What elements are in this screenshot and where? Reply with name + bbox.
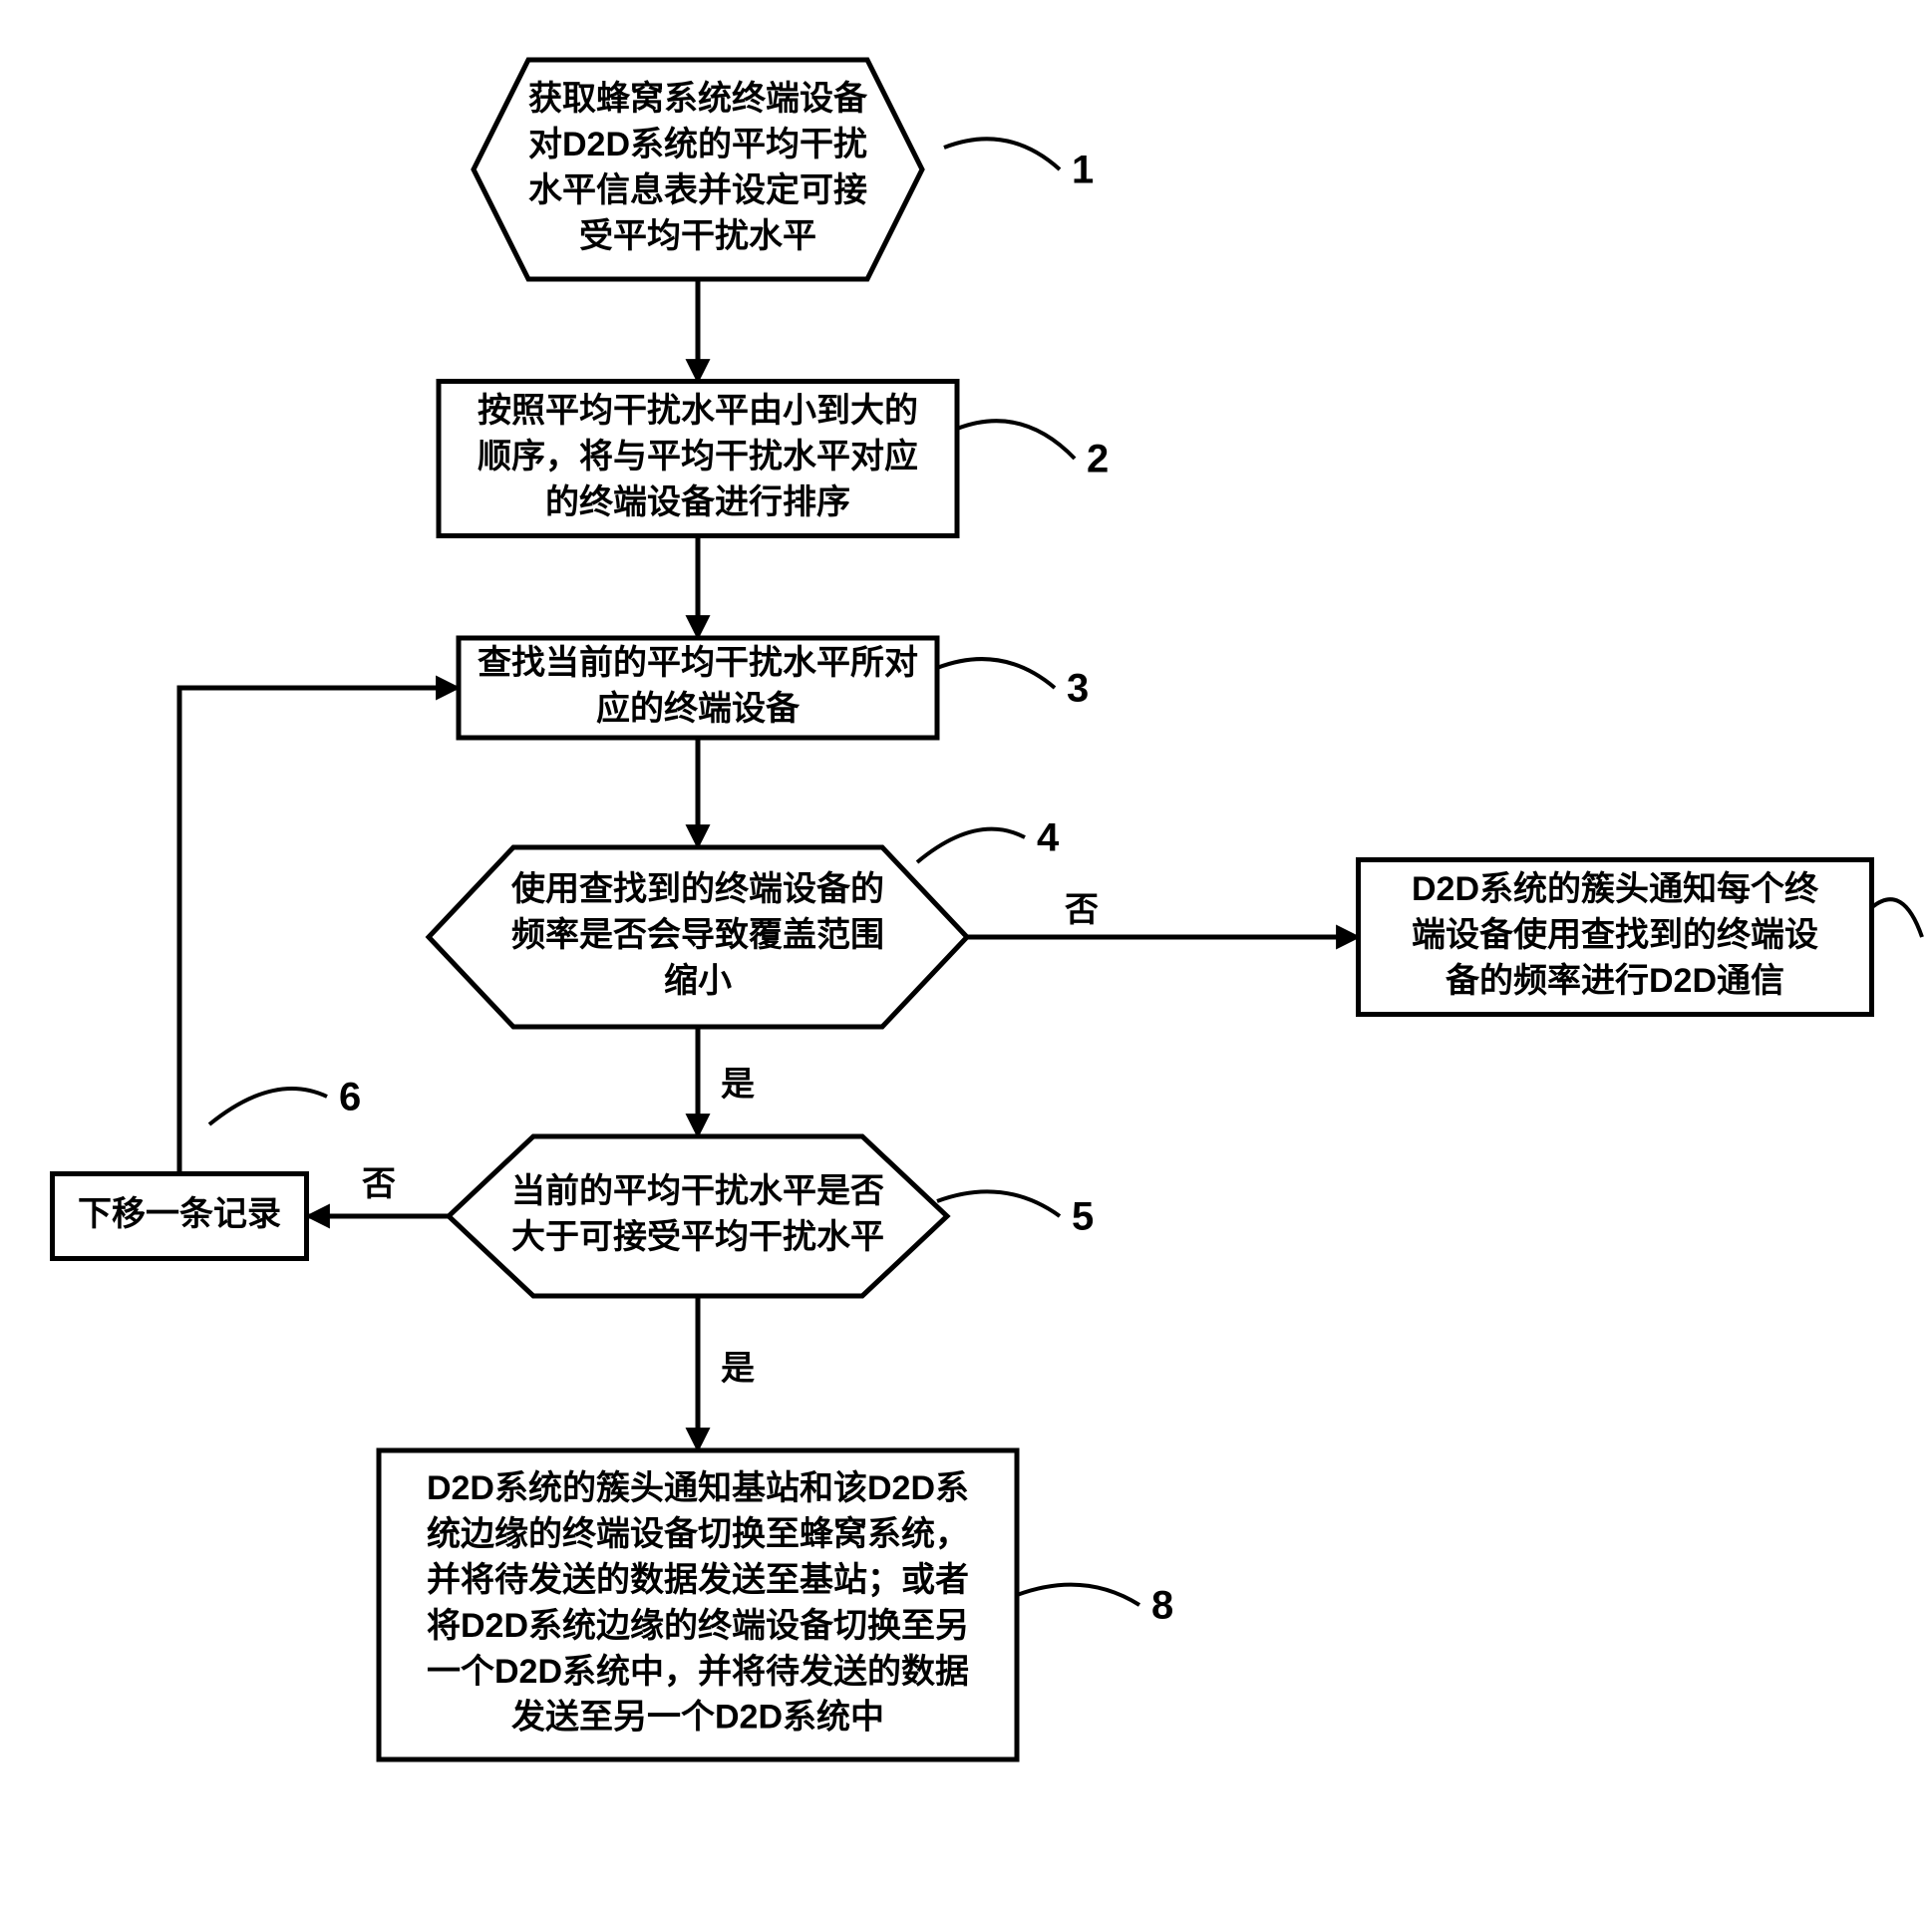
ref-curve-n2 xyxy=(957,421,1075,459)
edge-label: 是 xyxy=(721,1350,755,1388)
node-text-n4-line1: 频率是否会导致覆盖范围 xyxy=(511,916,884,954)
node-label-n3: 3 xyxy=(1067,667,1089,711)
node-n4: 使用查找到的终端设备的频率是否会导致覆盖范围缩小 4 xyxy=(429,816,1060,1027)
edge-n6-n3 xyxy=(179,688,459,1174)
node-text-n3-line1: 应的终端设备 xyxy=(596,690,801,728)
node-text-n2-line2: 的终端设备进行排序 xyxy=(545,483,850,521)
flowchart: 是是否否获取蜂窝系统终端设备对D2D系统的平均干扰水平信息表并设定可接受平均干扰… xyxy=(40,40,1932,1868)
edge-label: 否 xyxy=(362,1165,396,1203)
ref-curve-n7 xyxy=(1872,899,1922,937)
node-text-n7-line2: 备的频率进行D2D通信 xyxy=(1446,962,1784,1000)
node-text-n7-line1: 端设备使用查找到的终端设 xyxy=(1412,916,1818,954)
ref-curve-n6 xyxy=(209,1089,327,1124)
node-n5: 当前的平均干扰水平是否大于可接受平均干扰水平 5 xyxy=(449,1136,1094,1296)
ref-curve-n8 xyxy=(1017,1585,1139,1605)
node-text-n8-line2: 并将待发送的数据发送至基站；或者 xyxy=(427,1561,969,1599)
node-text-n5-line1: 大于可接受平均干扰水平 xyxy=(511,1218,884,1256)
node-text-n8-line3: 将D2D系统边缘的终端设备切换至另 xyxy=(427,1607,969,1645)
node-n1: 获取蜂窝系统终端设备对D2D系统的平均干扰水平信息表并设定可接受平均干扰水平 1 xyxy=(474,60,1094,279)
edge-label: 否 xyxy=(1065,891,1099,929)
node-text-n8-line4: 一个D2D系统中，并将待发送的数据 xyxy=(427,1653,969,1691)
node-text-n1-line1: 对D2D系统的平均干扰 xyxy=(528,126,867,163)
node-text-n7-line0: D2D系统的簇头通知每个终 xyxy=(1412,870,1819,908)
node-n2: 按照平均干扰水平由小到大的顺序，将与平均干扰水平对应的终端设备进行排序 2 xyxy=(439,382,1109,536)
node-label-n8: 8 xyxy=(1151,1584,1173,1628)
ref-curve-n3 xyxy=(937,659,1055,688)
node-label-n2: 2 xyxy=(1087,438,1109,481)
node-text-n3-line0: 查找当前的平均干扰水平所对 xyxy=(478,644,918,682)
node-n8: D2D系统的簇头通知基站和该D2D系统边缘的终端设备切换至蜂窝系统， 并将待发送的… xyxy=(379,1450,1173,1759)
node-text-n5-line0: 当前的平均干扰水平是否 xyxy=(511,1172,884,1210)
edge-label: 是 xyxy=(721,1066,755,1104)
node-text-n8-line5: 发送至另一个D2D系统中 xyxy=(511,1699,884,1737)
node-label-n6: 6 xyxy=(339,1076,361,1119)
node-text-n8-line1: 统边缘的终端设备切换至蜂窝系统， xyxy=(427,1514,969,1553)
node-text-n8-line0: D2D系统的簇头通知基站和该D2D系 xyxy=(427,1469,969,1507)
node-text-n2-line1: 顺序，将与平均干扰水平对应 xyxy=(478,438,918,476)
ref-curve-n5 xyxy=(937,1191,1060,1216)
node-text-n6-line0: 下移一条记录 xyxy=(78,1195,281,1233)
node-label-n4: 4 xyxy=(1037,816,1060,860)
node-label-n1: 1 xyxy=(1072,149,1094,192)
node-text-n1-line3: 受平均干扰水平 xyxy=(579,217,816,255)
node-label-n5: 5 xyxy=(1072,1195,1094,1239)
node-text-n1-line0: 获取蜂窝系统终端设备 xyxy=(528,79,868,118)
node-n7: D2D系统的簇头通知每个终端设备使用查找到的终端设备的频率进行D2D通信7 xyxy=(1359,860,1932,1015)
node-text-n1-line2: 水平信息表并设定可接 xyxy=(528,170,867,209)
ref-curve-n1 xyxy=(944,139,1060,169)
node-n6: 下移一条记录 6 xyxy=(53,1076,362,1259)
node-text-n4-line0: 使用查找到的终端设备的 xyxy=(510,870,884,908)
ref-curve-n4 xyxy=(917,829,1025,862)
node-n3: 查找当前的平均干扰水平所对应的终端设备 3 xyxy=(459,638,1089,738)
node-text-n2-line0: 按照平均干扰水平由小到大的 xyxy=(478,392,918,430)
node-text-n4-line2: 缩小 xyxy=(664,962,732,1000)
